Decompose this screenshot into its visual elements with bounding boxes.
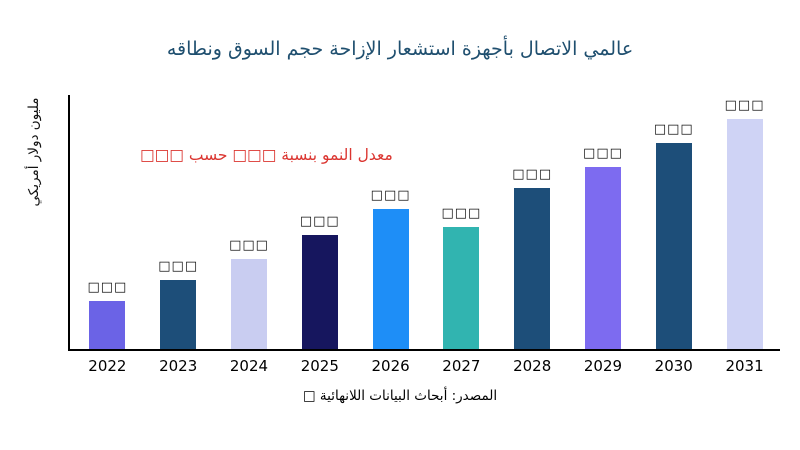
bar-column: □□□ — [72, 94, 143, 349]
bar-value-label: □□□ — [229, 238, 269, 253]
bars: □□□ □□□ □□□ □□□ □□□ □□□ □□□ □□□ □□□ □□□ — [72, 94, 780, 349]
bar-value-label: □□□ — [653, 122, 694, 137]
bar — [443, 227, 480, 349]
bar — [514, 188, 551, 349]
x-tick-label: 2023 — [159, 357, 198, 375]
bar — [372, 209, 409, 349]
bar-value-label: □□□ — [299, 214, 340, 229]
bar-column: □□□ — [709, 94, 780, 349]
bar — [655, 143, 692, 349]
x-tick-label: 2028 — [513, 357, 552, 375]
bar-value-label: □□□ — [724, 98, 765, 113]
bar-column: □□□ — [638, 94, 709, 349]
x-axis-line — [68, 349, 780, 351]
x-tick-label: 2030 — [654, 357, 693, 375]
bar-value-label: □□□ — [512, 167, 553, 182]
bar — [230, 259, 267, 349]
bar-column: □□□ — [568, 94, 639, 349]
bar — [301, 235, 338, 349]
bar-column: □□□ — [497, 94, 568, 349]
x-tick-label: 2025 — [300, 357, 339, 375]
bar — [89, 301, 126, 349]
bar-column: □□□ — [355, 94, 426, 349]
bar — [160, 280, 197, 349]
bar-value-label: □□□ — [583, 146, 623, 161]
chart-title: عالمي الاتصال بأجهزة استشعار الإزاحة حجم… — [166, 38, 634, 60]
x-tick-label: 2024 — [229, 357, 269, 375]
y-axis-line — [68, 95, 70, 351]
growth-rate-annotation: معدل النمو بنسبة □□□ حسب □□□ — [140, 146, 393, 164]
x-tick-label: 2029 — [583, 357, 623, 375]
bar-column: □□□ — [214, 94, 285, 349]
bar-value-label: □□□ — [87, 280, 128, 295]
source-caption: المصدر: أبحاث البيانات اللانهائية □ — [302, 388, 498, 404]
x-tick-label: 2031 — [725, 357, 764, 375]
bar-column: □□□ — [284, 94, 355, 349]
x-tick-label: 2026 — [371, 357, 410, 375]
x-tick-label: 2027 — [442, 357, 481, 375]
bar-value-label: □□□ — [441, 206, 482, 221]
bar-value-label: □□□ — [370, 188, 411, 203]
x-axis-labels: 2022 2023 2024 2025 2026 2027 2028 2029 2030 2031 — [72, 357, 780, 375]
bar-column: □□□ — [143, 94, 214, 349]
bar-value-label: □□□ — [158, 259, 199, 274]
bar — [584, 167, 621, 349]
x-tick-label: 2022 — [88, 357, 127, 375]
y-axis-label: مليون دولار أمريكي — [26, 97, 42, 207]
bar — [726, 119, 763, 349]
bar-column: □□□ — [426, 94, 497, 349]
